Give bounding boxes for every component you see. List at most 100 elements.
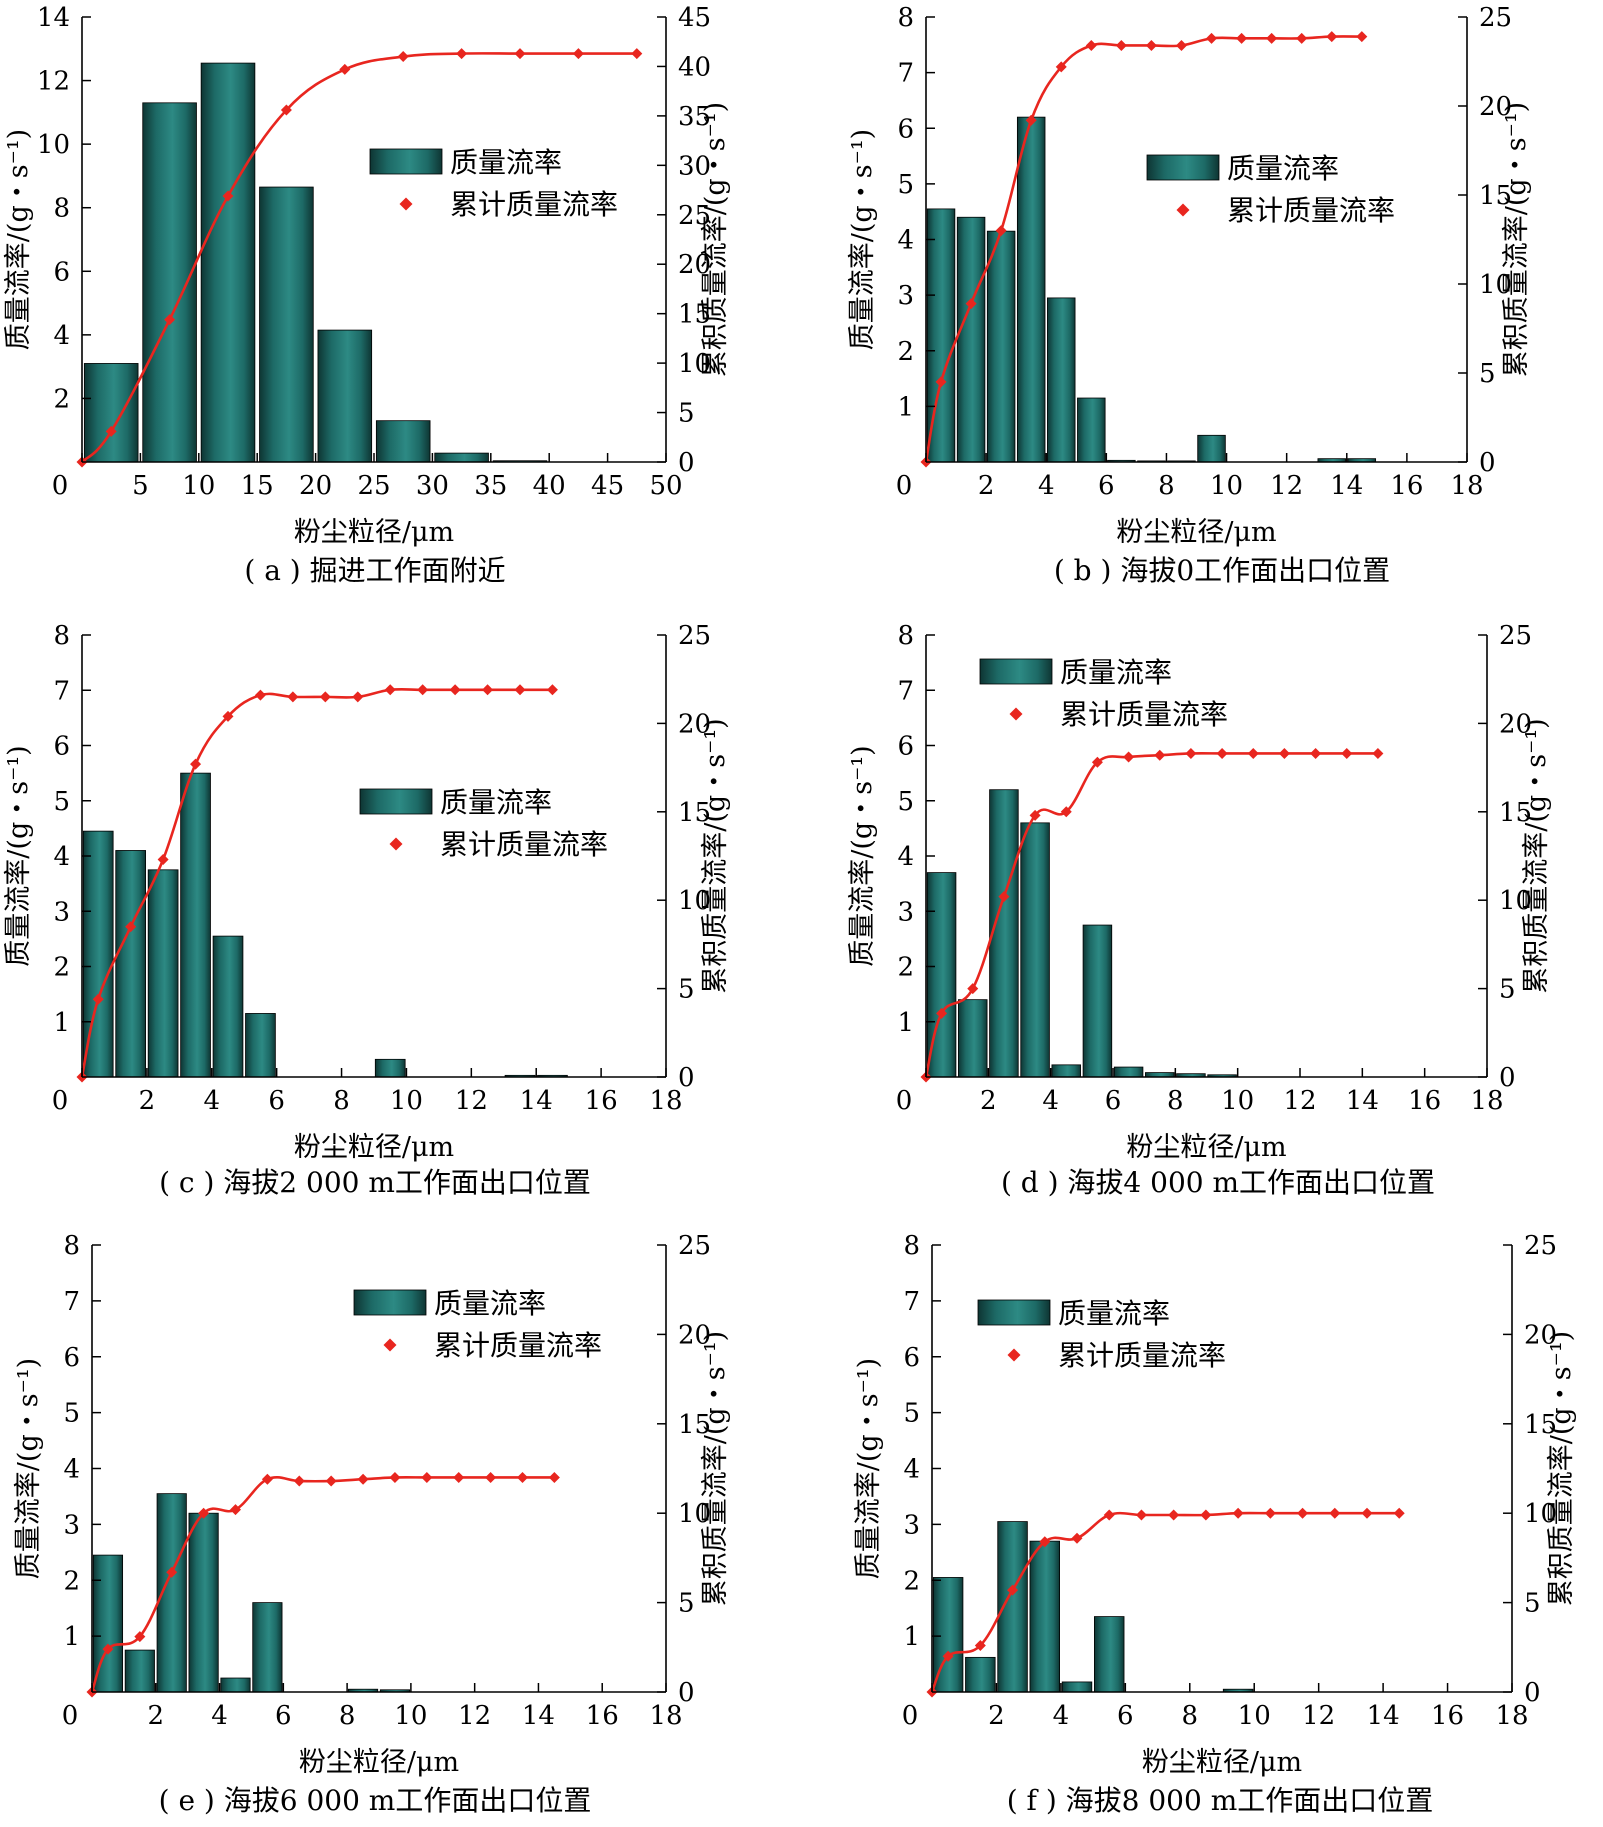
y-tick-label: 1 <box>897 1008 914 1038</box>
cumulative-point <box>166 1566 178 1578</box>
bar <box>1094 1616 1125 1693</box>
y2-axis-title: 累积质量流率/(g・s⁻¹) <box>700 718 731 993</box>
legend-label-line: 累计质量流率 <box>434 1329 602 1362</box>
x-tick-label: 6 <box>1105 1086 1122 1116</box>
legend-line-marker <box>1009 707 1023 721</box>
y-tick-label: 5 <box>903 1399 920 1429</box>
y-tick-label: 6 <box>63 1343 80 1373</box>
x-tick-label: 10 <box>390 1086 423 1116</box>
y-tick-label: 1 <box>63 1622 80 1652</box>
x-tick-label: 16 <box>1431 1701 1464 1731</box>
legend-bar-swatch <box>977 1299 1051 1326</box>
x-tick-label: 14 <box>520 1086 553 1116</box>
chart-panel-5: 0 2 4 6 8 10 12 14 16 18123456780510152025粉尘粒径/μm… <box>13 1231 731 1817</box>
cumulative-point <box>1007 1584 1019 1596</box>
x-tick-label: 25 <box>357 471 390 501</box>
cumulative-point <box>1247 747 1259 759</box>
y-tick-label: 8 <box>903 1231 920 1261</box>
y2-tick-label: 0 <box>1479 448 1496 478</box>
x-tick-label: 8 <box>1167 1086 1184 1116</box>
cumulative-point <box>514 48 526 60</box>
x-tick-label: 16 <box>585 1086 618 1116</box>
y-tick-label: 8 <box>897 3 914 33</box>
y-tick-label: 8 <box>63 1231 80 1261</box>
cumulative-point <box>319 691 331 703</box>
cumulative-point <box>572 48 584 60</box>
bar <box>1113 1066 1144 1078</box>
cumulative-point <box>548 1471 560 1483</box>
y-tick-label: 3 <box>53 897 70 927</box>
x-tick-label: 8 <box>1182 1701 1199 1731</box>
cumulative-point <box>514 684 526 696</box>
bar <box>124 1649 155 1693</box>
x-tick-label: 4 <box>204 1086 221 1116</box>
cumulative-line <box>930 1511 1400 1693</box>
x-tick-label: 0 <box>896 1086 913 1116</box>
bar <box>212 935 244 1078</box>
legend-line-marker <box>1007 1348 1021 1362</box>
y2-tick-label: 20 <box>1524 1320 1557 1350</box>
cumulative-point <box>1264 1507 1276 1519</box>
y-tick-label: 4 <box>897 842 914 872</box>
legend-line-marker <box>399 197 413 211</box>
x-tick-label: 8 <box>333 1086 350 1116</box>
y-tick-label: 7 <box>897 59 914 89</box>
legend-bar-swatch <box>359 788 433 815</box>
cumulative-point <box>1135 1509 1147 1521</box>
cumulative-point <box>1297 1507 1309 1519</box>
cumulative-point <box>1091 756 1103 768</box>
legend-label-line: 累计质量流率 <box>1058 1339 1226 1372</box>
y2-tick-label: 0 <box>1499 1063 1516 1093</box>
y-tick-label: 1 <box>53 1008 70 1038</box>
y2-tick-label: 10 <box>678 886 711 916</box>
x-tick-label: 12 <box>455 1086 488 1116</box>
y-tick-label: 14 <box>37 3 70 33</box>
cumulative-point <box>397 51 409 63</box>
bar <box>1047 297 1076 463</box>
x-tick-label: 10 <box>182 471 215 501</box>
cumulative-point <box>157 854 169 866</box>
x-tick-label: 6 <box>268 1086 285 1116</box>
y-tick-label: 7 <box>897 676 914 706</box>
y2-tick-label: 25 <box>678 201 711 231</box>
panel-caption: ( b ) 海拔0工作面出口位置 <box>1054 554 1390 587</box>
legend-label-line: 累计质量流率 <box>1060 698 1228 731</box>
y-tick-label: 7 <box>903 1287 920 1317</box>
y-axis-title: 质量流率/(g・s⁻¹) <box>847 745 878 966</box>
x-tick-label: 6 <box>1117 1701 1134 1731</box>
y2-tick-label: 10 <box>678 349 711 379</box>
cumulative-point <box>222 190 234 202</box>
x-tick-label: 4 <box>211 1701 228 1731</box>
bar <box>200 62 256 463</box>
legend-bar-swatch <box>369 148 443 175</box>
legend-label-line: 累计质量流率 <box>1227 194 1395 227</box>
bar <box>1082 924 1113 1078</box>
bar <box>374 1058 406 1078</box>
y-axis-title: 质量流率/(g・s⁻¹) <box>3 129 34 350</box>
cumulative-point <box>190 758 202 770</box>
bar <box>83 363 139 463</box>
x-tick-label: 14 <box>1367 1701 1400 1731</box>
y-tick-label: 2 <box>897 953 914 983</box>
x-tick-label: 14 <box>1346 1086 1379 1116</box>
y-tick-label: 2 <box>63 1566 80 1596</box>
x-tick-label: 0 <box>52 1086 69 1116</box>
y2-tick-label: 5 <box>678 975 695 1005</box>
cumulative-line <box>924 752 1378 1078</box>
cumulative-point <box>280 104 292 116</box>
cumulative-point <box>1103 1509 1115 1521</box>
y2-tick-label: 5 <box>1524 1589 1541 1619</box>
bar <box>958 999 988 1078</box>
cumulative-point <box>1326 31 1338 43</box>
cumulative-point <box>1175 39 1187 51</box>
cumulative-point <box>1278 747 1290 759</box>
y2-tick-label: 30 <box>678 151 711 181</box>
y2-tick-label: 20 <box>678 250 711 280</box>
bar <box>1061 1681 1093 1693</box>
cumulative-point <box>1206 32 1218 44</box>
legend-label-bar: 质量流率 <box>1227 152 1339 185</box>
cumulative-point <box>453 1471 465 1483</box>
x-tick-label: 2 <box>978 471 995 501</box>
